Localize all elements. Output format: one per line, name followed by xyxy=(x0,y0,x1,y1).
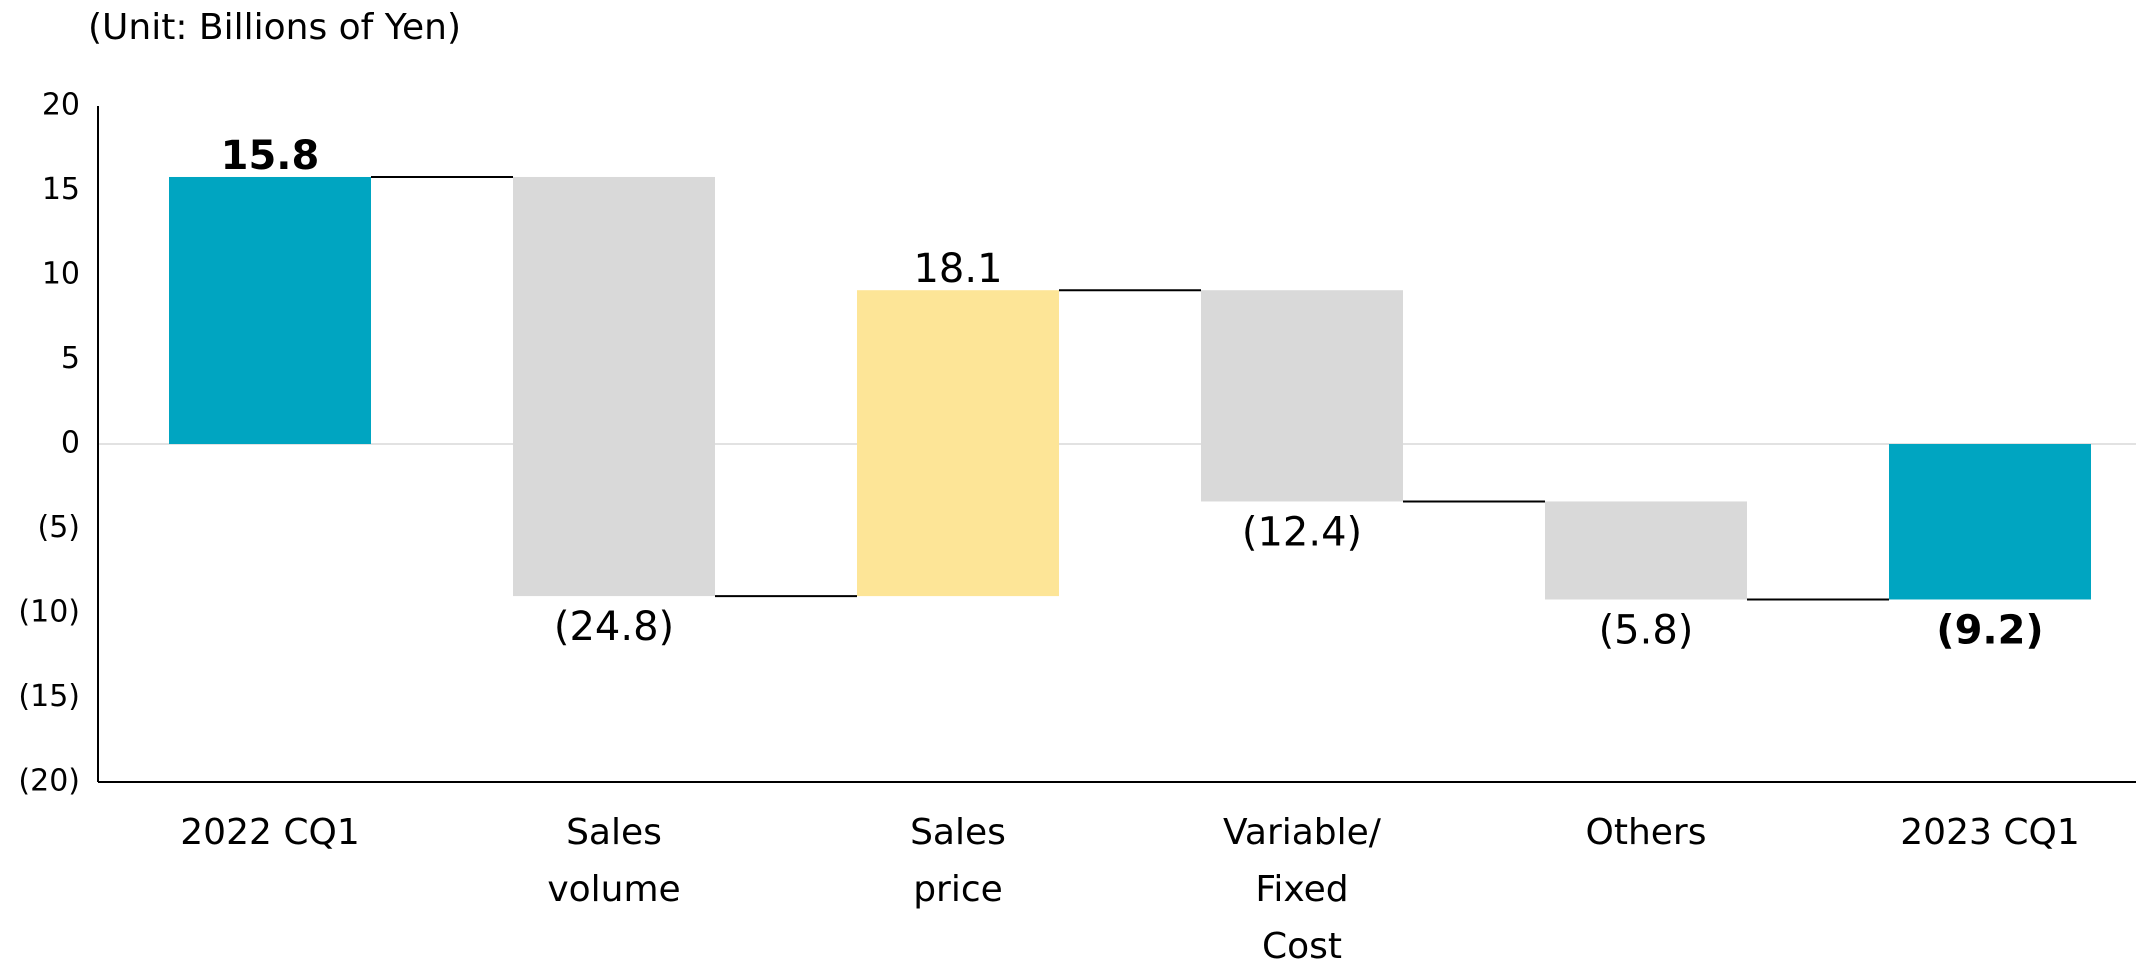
y-tick-label: 15 xyxy=(42,172,80,207)
y-tick-label: (10) xyxy=(18,595,80,630)
bar-decrease xyxy=(1545,501,1747,600)
bars xyxy=(169,176,2091,600)
y-tick-label: 20 xyxy=(42,88,80,123)
x-tick-label: Variable/Fixed Cost xyxy=(1223,812,1382,964)
y-axis-ticks: 20 15 10 5 0 (5) (10) (15) (20) xyxy=(18,88,80,799)
x-axis-labels: 2022 CQ1 Sales volume Sales price Variable/Fi… xyxy=(180,812,2079,964)
y-tick-label: (20) xyxy=(18,764,80,799)
x-tick-label: 2022 CQ1 xyxy=(180,812,359,853)
connectors xyxy=(371,175,1889,601)
y-tick-label: 5 xyxy=(61,341,80,376)
bar-increase xyxy=(857,290,1059,597)
data-label: (24.8) xyxy=(554,604,674,650)
data-label: 15.8 xyxy=(221,133,320,179)
bar-total xyxy=(1889,444,2091,600)
y-tick-label: 10 xyxy=(42,257,80,292)
y-tick-label: (5) xyxy=(38,510,81,545)
data-label: 18.1 xyxy=(913,246,1002,292)
value-labels: 15.8 (24.8) 18.1 (12.4) (5.8) (9.2) xyxy=(221,133,2044,653)
unit-label: (Unit: Billions of Yen) xyxy=(88,7,462,48)
y-tick-label: (15) xyxy=(18,679,80,714)
x-tick-label: Sales volume xyxy=(547,812,680,910)
y-tick-label: 0 xyxy=(61,426,80,461)
data-label: (12.4) xyxy=(1242,509,1362,555)
bar-decrease xyxy=(1201,290,1403,502)
data-label: (5.8) xyxy=(1599,607,1694,653)
x-tick-label: Sales price xyxy=(910,812,1006,910)
x-tick-label: Others xyxy=(1586,812,1707,853)
data-label: (9.2) xyxy=(1936,607,2043,653)
bar-total xyxy=(169,176,371,445)
x-tick-label: 2023 CQ1 xyxy=(1900,812,2079,853)
bar-decrease xyxy=(513,176,715,597)
